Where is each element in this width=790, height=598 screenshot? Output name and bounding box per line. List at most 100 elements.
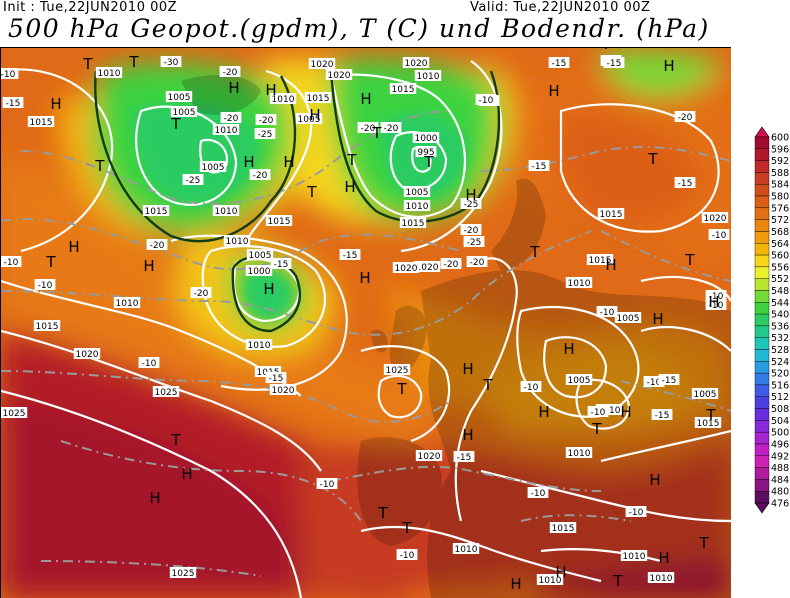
pressure-label: 1025	[386, 366, 409, 376]
scale-swatch	[754, 172, 770, 185]
temperature-label: -10	[591, 408, 606, 418]
temperature-label: -10	[709, 292, 724, 302]
temperature-label: -20	[470, 258, 485, 268]
pressure-label-box	[565, 277, 593, 288]
scale-tick-label: 596	[771, 144, 789, 155]
temperature-label: -20	[259, 116, 274, 126]
pressure-label: 1005	[249, 251, 272, 261]
scale-tick-label: 480	[771, 487, 789, 498]
temperature-label-box	[643, 376, 665, 387]
scale-swatch	[754, 290, 770, 303]
low-pressure-center: T	[698, 534, 709, 552]
high-pressure-center: H	[50, 95, 61, 113]
temperature-label-box	[255, 114, 277, 125]
pressure-label-box	[152, 386, 180, 397]
pressure-label-box	[412, 132, 440, 143]
pressure-label: 1020	[328, 71, 351, 81]
pressure-label: 1010	[539, 576, 562, 586]
high-pressure-center: H	[620, 403, 631, 421]
temperature-label-box	[460, 198, 482, 209]
pressure-label: 1015	[307, 94, 330, 104]
pressure-label: 1010	[406, 202, 429, 212]
scale-tick-label: 532	[771, 333, 789, 344]
temperature-label: -10	[709, 301, 724, 311]
high-pressure-center: H	[465, 186, 476, 204]
scale-tick-label: 556	[771, 262, 789, 273]
temperature-label: -15	[532, 162, 547, 172]
low-pressure-center: T	[705, 406, 716, 424]
scale-swatch	[754, 396, 770, 409]
high-pressure-center: H	[263, 280, 274, 298]
scale-tick-label: 588	[771, 168, 789, 179]
scale-swatch	[754, 195, 770, 209]
pressure-label-box	[246, 249, 274, 260]
temperature-label-box	[219, 66, 241, 77]
temperature-label: -15	[655, 411, 670, 421]
temperature-label: -10	[524, 383, 539, 393]
temperature-label: -10	[600, 308, 615, 318]
scale-tick-label: 600	[771, 133, 789, 144]
temperature-label-box	[527, 487, 549, 498]
temperature-label-box	[2, 97, 24, 108]
scale-swatch	[754, 361, 770, 374]
pressure-label-box	[586, 254, 614, 265]
pressure-label-box	[701, 212, 729, 223]
scale-tick-label: 520	[771, 369, 789, 380]
low-pressure-center: T	[529, 243, 540, 261]
high-pressure-center: H	[283, 153, 294, 171]
temperature-label-box	[460, 224, 482, 235]
pressure-label: 1010	[215, 207, 238, 217]
pressure-label-box	[414, 70, 442, 81]
high-pressure-center: H	[555, 563, 566, 581]
temperature-label: -20	[678, 113, 693, 123]
temperature-label: -10	[479, 96, 494, 106]
scale-tick-label: 536	[771, 321, 789, 332]
scale-swatch	[754, 408, 770, 421]
pressure-label-box	[415, 450, 443, 461]
high-pressure-center: H	[359, 269, 370, 287]
coastlines	[181, 75, 731, 598]
weather-map: 1010 1005 1010 1015 1020 1005 1010 1015 1020 1015…	[0, 47, 731, 598]
low-pressure-center: T	[401, 519, 412, 537]
pressure-label: 1010	[417, 72, 440, 82]
pressure-label-box	[565, 447, 593, 458]
pressure-label-box	[295, 113, 323, 124]
geopotential-field	[1, 48, 731, 598]
temperature-label: -10	[647, 378, 662, 388]
temperature-label-box	[1, 68, 19, 79]
pressure-label: 1020	[76, 350, 99, 360]
high-pressure-center: H	[663, 57, 674, 75]
scale-tick-label: 524	[771, 357, 789, 368]
pressure-label: 1015	[145, 207, 168, 217]
low-pressure-center: T	[482, 376, 493, 394]
temperature-label: -15	[274, 260, 289, 270]
temperature-label-box	[587, 406, 609, 417]
temperature-label: -15	[343, 251, 358, 261]
valid-time-label: Valid: Tue,22JUN2010 00Z	[470, 0, 651, 15]
pressure-label-box	[565, 374, 593, 385]
scale-swatch	[754, 254, 770, 268]
pressure-label: 1005	[298, 115, 321, 125]
pressure-label-box	[245, 265, 273, 276]
scale-tick-label: 568	[771, 227, 789, 238]
low-pressure-center: T	[612, 572, 623, 590]
low-pressure-center: T	[600, 48, 611, 53]
pressure-label-box	[269, 384, 297, 395]
high-pressure-center: H	[658, 549, 669, 567]
temperature-label-box	[705, 290, 727, 301]
temperature-label-box	[357, 122, 379, 133]
scale-arrow-bottom	[754, 502, 770, 514]
temperature-label: -15	[6, 99, 21, 109]
scale-swatch	[754, 443, 770, 456]
temperature-label-box	[705, 299, 727, 310]
scale-swatch	[754, 243, 770, 256]
pressure-label: 1005	[202, 163, 225, 173]
pressure-label: 1020	[418, 452, 441, 462]
pressure-label-box	[415, 146, 437, 157]
temperature-label: -15	[607, 59, 622, 69]
high-pressure-center: H	[605, 256, 616, 274]
pressure-center-layer: TTTHHHTHTHHTTHHHTHTHTTHHTHTHHHHTHTHTHTHT…	[45, 48, 719, 593]
pressure-label: 1015	[402, 219, 425, 229]
temperature-label: -10	[38, 281, 53, 291]
temperature-label: -15	[552, 59, 567, 69]
